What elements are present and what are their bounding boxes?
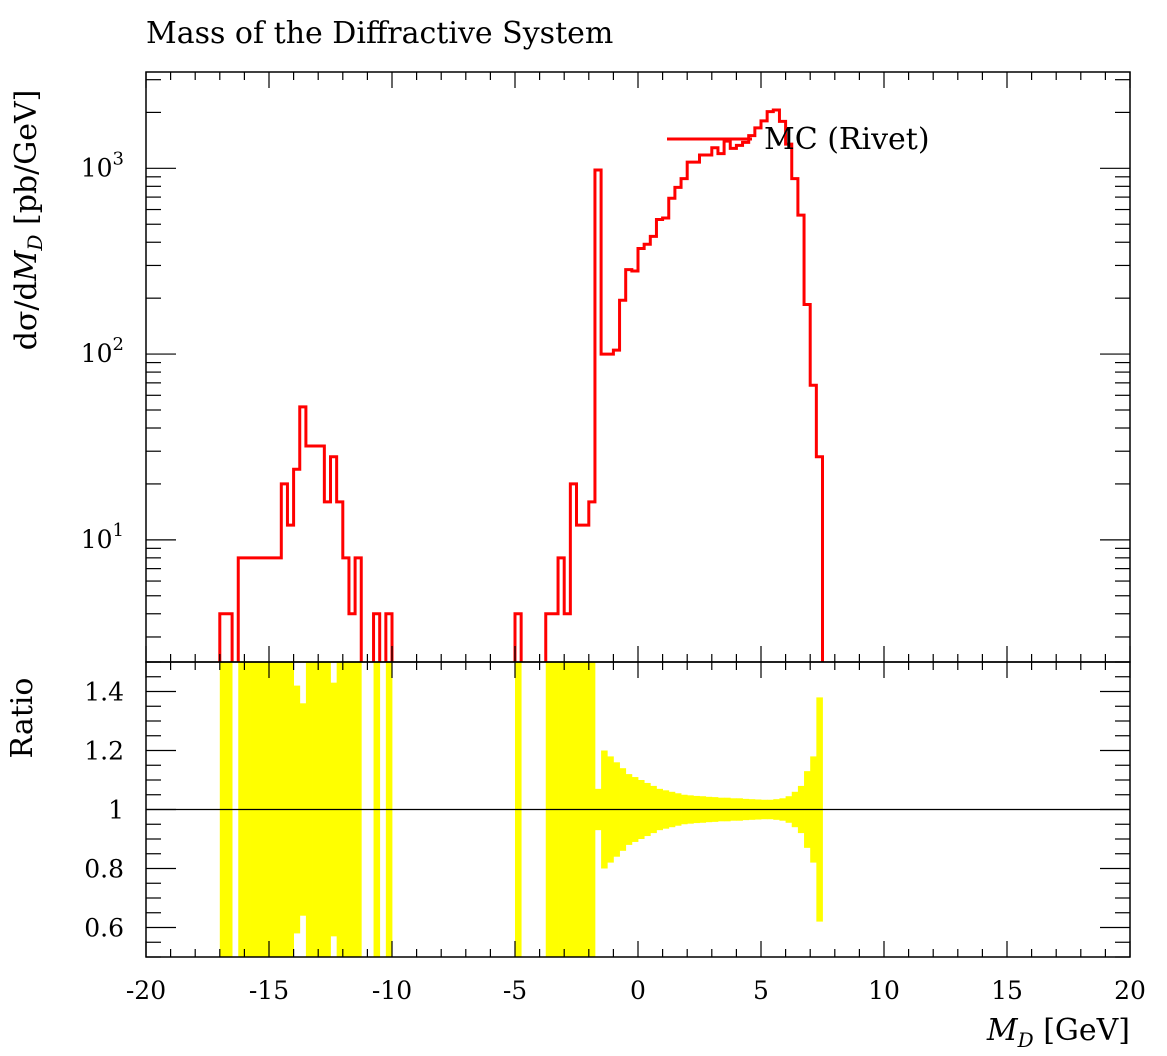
ratio-axis-label: Ratio <box>5 678 40 759</box>
ratio-tick-label: 0.6 <box>84 914 124 943</box>
chart-title: Mass of the Diffractive System <box>146 16 613 51</box>
x-tick-label: -5 <box>503 976 527 1005</box>
x-axis-label: MD [GeV] <box>986 1013 1130 1052</box>
y-axis-label: dσ/dMD [pb/GeV] <box>9 90 47 351</box>
ratio-tick-label: 0.8 <box>84 855 124 884</box>
x-axis-label-variable: M <box>986 1013 1019 1048</box>
x-tick-label: 5 <box>753 976 769 1005</box>
legend-label-mc-rivet: MC (Rivet) <box>764 122 930 157</box>
x-axis-label-subscript: D <box>1017 1028 1034 1052</box>
ratio-tick-label: 1.4 <box>84 678 124 707</box>
main-plot-frame <box>145 71 1131 663</box>
y-tick-label: 103 <box>81 148 124 182</box>
y-axis-label-prefix: dσ/d <box>9 281 44 350</box>
x-tick-label: 20 <box>1114 976 1146 1005</box>
axes: -20 -15 -10 -5 0 5 10 15 20 101 102 103 0.6 0.8 1 1.2 1.… <box>81 71 1146 1005</box>
x-axis-label-unit: [GeV] <box>1034 1013 1130 1048</box>
legend: MC (Rivet) <box>667 122 930 157</box>
ratio-tick-label: 1 <box>108 796 124 825</box>
x-tick-label: -10 <box>372 976 412 1005</box>
main-histogram <box>218 108 824 662</box>
y-axis-label-variable: M <box>9 249 44 282</box>
x-tick-label: -15 <box>249 976 289 1005</box>
x-tick-label: 15 <box>991 976 1023 1005</box>
y-tick-label: 102 <box>81 334 124 368</box>
y-tick-label: 101 <box>81 520 124 554</box>
ratio-tick-label: 1.2 <box>84 737 124 766</box>
ratio-uncertainty-band <box>146 662 1130 957</box>
y-axis-label-subscript: D <box>23 235 47 252</box>
series-mc-rivet-line <box>218 108 824 662</box>
x-tick-label: -20 <box>126 976 166 1005</box>
x-tick-label: 10 <box>868 976 900 1005</box>
y-axis-label-unit: [pb/GeV] <box>9 90 44 235</box>
ratio-axis-label-text: Ratio <box>5 678 40 759</box>
x-tick-label: 0 <box>630 976 646 1005</box>
svg-text:dσ/dMD [pb/GeV]: dσ/dMD [pb/GeV] <box>9 90 47 351</box>
